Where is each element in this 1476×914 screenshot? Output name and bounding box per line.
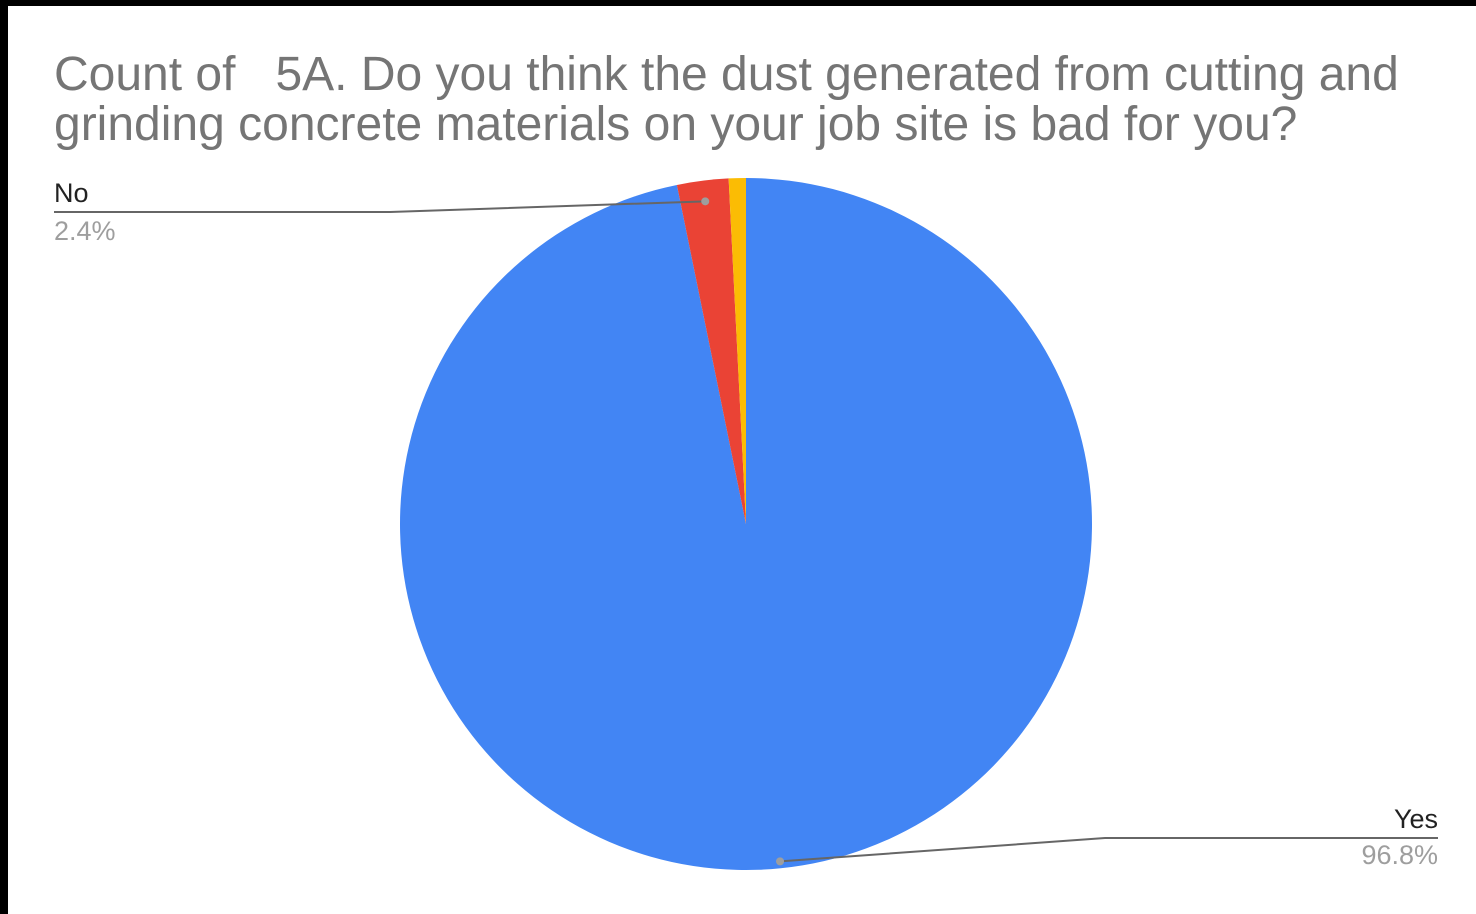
pie-slice-unlabeled-2	[728, 178, 746, 524]
slice-label-no: No	[54, 178, 89, 208]
callout-line-no	[54, 200, 706, 213]
slice-value-yes: 96.8%	[1361, 840, 1438, 870]
callout-dot-yes	[776, 857, 785, 866]
callout-line-yes	[779, 837, 1438, 863]
callout-dot-no	[701, 197, 710, 206]
chart-title: Count of 5A. Do you think the dust gener…	[54, 48, 1413, 151]
slice-label-yes: Yes	[1394, 804, 1438, 834]
slice-value-no: 2.4%	[54, 216, 116, 246]
pie-slice-yes	[399, 178, 1092, 870]
pie-slice-no	[676, 178, 746, 524]
